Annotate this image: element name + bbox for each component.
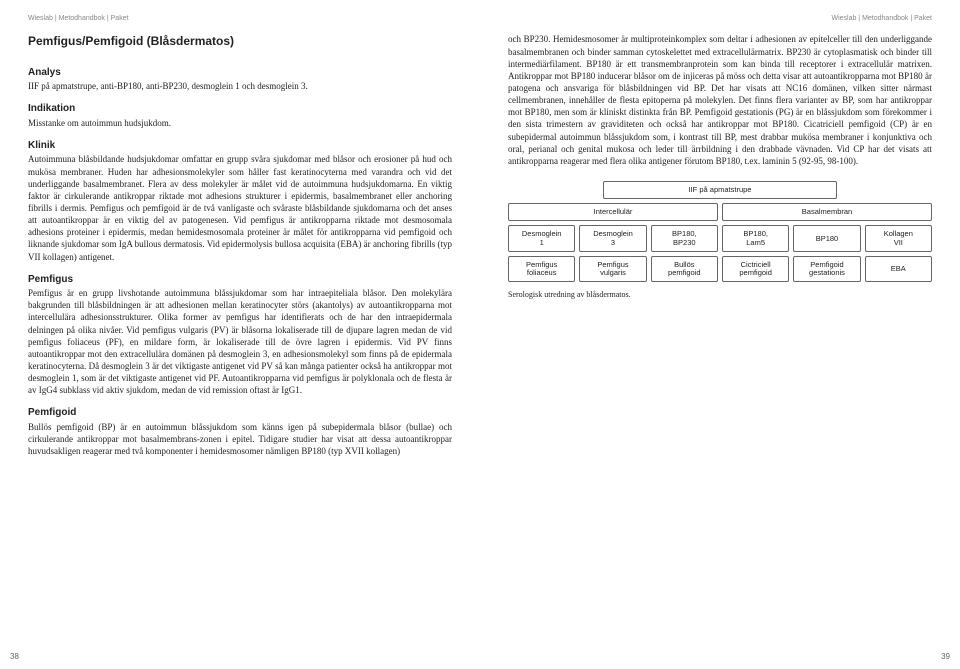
header-right: Wieslab | Metodhandbok | Paket [508, 14, 932, 23]
pemfigoid-body: Bullös pemfigoid (BP) är en autoimmun bl… [28, 421, 452, 457]
klinik-head: Klinik [28, 139, 452, 153]
pemfigoid-head: Pemfigoid [28, 406, 452, 420]
diagram-cell: Desmoglein3 [579, 225, 646, 252]
diagram-cell: EBA [865, 256, 932, 283]
analys-head: Analys [28, 66, 452, 80]
right-body: och BP230. Hemidesmosomer är multiprotei… [508, 33, 932, 167]
page-number-right: 39 [941, 652, 950, 663]
diagram-cell: Pemfigoidgestationis [793, 256, 860, 283]
diagram-box-top: IIF på apmatstrupe [603, 181, 836, 199]
page-left: Wieslab | Metodhandbok | Paket Pemfigus/… [0, 0, 480, 669]
klinik-body: Autoimmuna blåsbildande hudsjukdomar omf… [28, 153, 452, 262]
page-number-left: 38 [10, 652, 19, 663]
pemfigus-body: Pemfigus är en grupp livshotande autoimm… [28, 287, 452, 396]
diagram-cell: Desmoglein1 [508, 225, 575, 252]
diagram-cell: BP180,Lam5 [722, 225, 789, 252]
page-right: Wieslab | Metodhandbok | Paket och BP230… [480, 0, 960, 669]
analys-body: IIF på apmatstrupe, anti-BP180, anti-BP2… [28, 80, 452, 92]
diagram-cell: BP180,BP230 [651, 225, 718, 252]
diagram: IIF på apmatstrupe Intercellulär Basalme… [508, 181, 932, 283]
diagram-cell: Bullöspemfigoid [651, 256, 718, 283]
diagram-box-basalmembran: Basalmembran [722, 203, 932, 221]
diagram-cell: BP180 [793, 225, 860, 252]
page-title: Pemfigus/Pemfigoid (Blåsdermatos) [28, 33, 452, 49]
header-left: Wieslab | Metodhandbok | Paket [28, 14, 452, 23]
diagram-cell: Pemfigusvulgaris [579, 256, 646, 283]
diagram-cell: Cictriciellpemfigoid [722, 256, 789, 283]
pemfigus-head: Pemfigus [28, 273, 452, 287]
diagram-caption: Serologisk utredning av blåsdermatos. [508, 290, 932, 301]
diagram-row3: Desmoglein1 Desmoglein3 BP180,BP230 BP18… [508, 225, 932, 252]
diagram-cell: KollagenVII [865, 225, 932, 252]
indikation-head: Indikation [28, 102, 452, 116]
diagram-box-intercellular: Intercellulär [508, 203, 718, 221]
diagram-row4: Pemfigusfoliaceus Pemfigusvulgaris Bullö… [508, 256, 932, 283]
diagram-cell: Pemfigusfoliaceus [508, 256, 575, 283]
indikation-body: Misstanke om autoimmun hudsjukdom. [28, 117, 452, 129]
